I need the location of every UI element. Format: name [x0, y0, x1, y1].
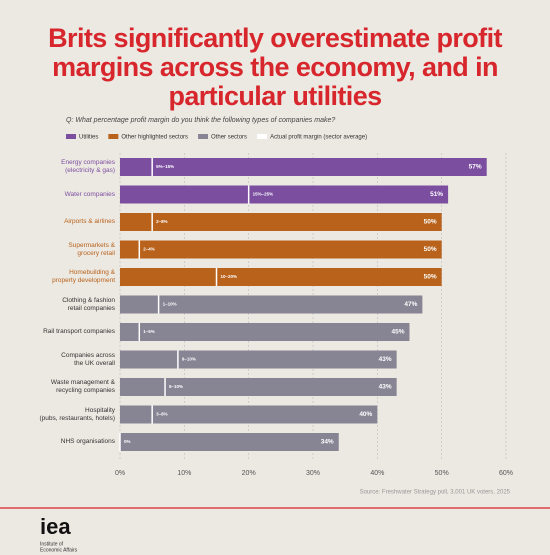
- legend-label: Other highlighted sectors: [121, 135, 188, 141]
- actual-margin-label: 2–8%: [156, 219, 168, 224]
- bar: [120, 240, 442, 259]
- logo-mark: iea: [40, 514, 71, 539]
- actual-margin-label: 9–10%: [182, 357, 196, 362]
- bar: [120, 213, 442, 231]
- category-label: Hospitality (pubs, restaurants, hotels): [39, 406, 115, 422]
- legend-swatch: [198, 134, 209, 139]
- category-label: Airports & airlines: [64, 218, 115, 225]
- category-label: NHS organisations: [60, 438, 115, 445]
- actual-margin-label: 1–5%: [143, 329, 155, 334]
- value-label: 47%: [404, 301, 417, 308]
- actual-margin-label: 5%–15%: [156, 164, 174, 169]
- actual-margin-label: 1–10%: [163, 302, 177, 307]
- legend-label: Other sectors: [211, 135, 247, 141]
- x-tick-label: 40%: [370, 470, 384, 477]
- bar: [120, 378, 397, 396]
- x-tick-label: 60%: [499, 470, 513, 477]
- bar: [120, 433, 339, 451]
- bar: [120, 405, 378, 424]
- category-label: Companies across the UK overall: [61, 351, 115, 367]
- value-label: 57%: [469, 164, 482, 171]
- actual-margin-label: 10–20%: [221, 274, 238, 279]
- value-label: 50%: [424, 219, 437, 226]
- source: Source: Freshwater Strategy poll, 3,001 …: [360, 490, 511, 496]
- value-label: 45%: [391, 329, 404, 336]
- legend-swatch: [108, 134, 119, 139]
- category-label: Waste management & recycling companies: [50, 379, 115, 394]
- category-label: Homebuilding & property development: [52, 269, 115, 284]
- x-tick-label: 50%: [435, 470, 449, 477]
- bar: [120, 158, 487, 176]
- chart-title: Brits significantly overestimate profit …: [48, 23, 502, 111]
- actual-margin-label: 0%: [124, 439, 131, 444]
- actual-margin-label: 2–4%: [143, 247, 155, 252]
- bar: [120, 350, 397, 369]
- category-label: Energy companies (electricity & gas): [61, 159, 115, 174]
- actual-margin-label: 15%–25%: [253, 192, 274, 197]
- actual-margin-label: 3–8%: [156, 412, 168, 417]
- actual-margin-label: 5–10%: [169, 384, 183, 389]
- value-label: 34%: [321, 439, 334, 446]
- legend-swatch: [257, 134, 268, 139]
- category-label: Supermarkets & grocery retail: [68, 241, 115, 257]
- value-label: 51%: [430, 191, 443, 198]
- legend-swatch: [66, 134, 76, 139]
- bar: [120, 268, 442, 286]
- category-label: Clothing & fashion retail companies: [62, 296, 115, 312]
- legend-label: Utilities: [79, 135, 98, 141]
- bar: [120, 295, 423, 314]
- x-tick-label: 20%: [242, 470, 256, 477]
- logo-line: Economic Affairs: [40, 547, 78, 553]
- value-label: 40%: [359, 411, 372, 418]
- category-label: Water companies: [64, 190, 115, 198]
- x-tick-label: 0%: [115, 470, 125, 477]
- bar: [120, 323, 410, 341]
- bar: [120, 185, 449, 204]
- value-label: 50%: [424, 246, 437, 253]
- value-label: 50%: [424, 274, 437, 281]
- value-label: 43%: [379, 384, 392, 391]
- category-label: Rail transport companies: [43, 328, 115, 335]
- value-label: 43%: [379, 356, 392, 363]
- logo-line: Institute of: [40, 541, 64, 547]
- legend-label: Actual profit margin (sector average): [270, 135, 367, 141]
- subtitle: Q: What percentage profit margin do you …: [66, 117, 336, 124]
- x-tick-label: 30%: [306, 470, 320, 477]
- x-tick-label: 10%: [177, 470, 191, 477]
